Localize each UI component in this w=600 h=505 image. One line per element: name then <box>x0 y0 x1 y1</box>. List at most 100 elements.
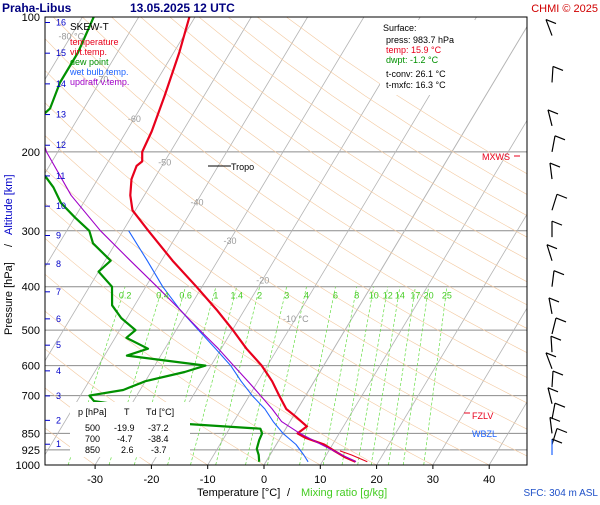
legend-updraft: updraft v.temp. <box>70 77 129 87</box>
mixing-ratio-label: 1.4 <box>231 291 244 301</box>
altitude-tick-label: 4 <box>56 366 61 376</box>
table-cell: -19.9 <box>114 423 135 433</box>
isotherm-label: -60 <box>128 114 141 124</box>
isotherm-label: -40 <box>190 197 203 207</box>
wind-barb-staff <box>548 110 552 126</box>
mixing-ratio-label: 17 <box>410 291 420 301</box>
pressure-tick-label: 500 <box>22 325 40 337</box>
y-axis-title-separator: / <box>3 243 15 247</box>
temperature-tick-label: 30 <box>427 474 439 486</box>
legend-temperature: temperature <box>70 37 119 47</box>
station-title: Praha-Libus <box>2 1 72 15</box>
pressure-tick-label: 700 <box>22 391 40 403</box>
x-axis-title-mixing: Mixing ratio [g/kg] <box>301 487 387 499</box>
isotherm-label: -10 °C <box>283 314 309 324</box>
temperature-tick-label: 40 <box>483 474 495 486</box>
altitude-tick-label: 1 <box>56 439 61 449</box>
table-cell: 850 <box>85 445 100 455</box>
x-axis-title-separator: / <box>287 487 291 499</box>
surface-temp: temp: 15.9 °C <box>386 45 442 55</box>
mixing-ratio-label: 2 <box>257 291 262 301</box>
mixing-ratio-label: 0.4 <box>156 291 169 301</box>
isotherm-line <box>546 17 600 465</box>
mixing-ratio-label: 25 <box>442 291 452 301</box>
temperature-tick-label: -20 <box>143 474 159 486</box>
wind-barb-staff <box>549 298 552 314</box>
altitude-tick-label: 10 <box>56 201 66 211</box>
wind-barb-flag <box>557 429 567 433</box>
surface-tmxfc: t-mxfc: 16.3 °C <box>386 80 446 90</box>
altitude-tick-label: 2 <box>56 415 61 425</box>
table-cell: -3.7 <box>151 445 167 455</box>
mixing-ratio-label: 8 <box>354 291 359 301</box>
mixing-ratio-label: 0.6 <box>179 291 192 301</box>
copyright: CHMI © 2025 <box>531 3 598 15</box>
surface-heading: Surface: <box>383 23 417 33</box>
pressure-tick-label: 300 <box>22 226 40 238</box>
table-cell: -38.4 <box>148 434 169 444</box>
wind-barb-flag <box>550 417 560 421</box>
isotherm-label: -50 <box>158 157 171 167</box>
x-axis-title-temperature: Temperature [°C] <box>197 487 280 499</box>
mixing-ratio-label: 1 <box>213 291 218 301</box>
y-axis-title-altitude: Altitude [km] <box>3 174 15 235</box>
table-cell: 700 <box>85 434 100 444</box>
table-cell: 2.6 <box>121 445 134 455</box>
wind-barb-flag <box>557 194 567 198</box>
wind-barb-flag <box>552 221 562 225</box>
altitude-tick-label: 12 <box>56 140 66 150</box>
wind-barbs <box>546 20 567 455</box>
wind-barb-flag <box>555 136 565 140</box>
altitude-tick-label: 15 <box>56 48 66 58</box>
wind-barb-flag <box>549 298 559 302</box>
mixing-ratio-label: 0.2 <box>119 291 132 301</box>
altitude-tick-label: 7 <box>56 287 61 297</box>
pressure-tick-label: 400 <box>22 282 40 294</box>
level-table: p [hPa] T Td [°C] 500 -19.9 -37.2 700 -4… <box>70 402 190 457</box>
mixing-ratio-label: 14 <box>395 291 405 301</box>
wind-barb-flag <box>548 388 558 392</box>
temperature-tick-label: -10 <box>200 474 216 486</box>
legend-wet-bulb: wet bulb temp. <box>69 67 129 77</box>
table-header-td: Td [°C] <box>146 407 174 417</box>
wind-barb-staff <box>552 318 556 334</box>
wind-barb-staff <box>552 429 557 445</box>
wind-barb-staff <box>552 271 554 287</box>
mixing-ratio-label: 6 <box>333 291 338 301</box>
mxws-label: MXWS <box>482 152 510 162</box>
wind-barb-staff <box>547 245 552 261</box>
sfc-elevation: SFC: 304 m ASL <box>524 488 599 499</box>
altitude-tick-label: 6 <box>56 314 61 324</box>
pressure-tick-label: 200 <box>22 147 40 159</box>
table-cell: -37.2 <box>148 423 169 433</box>
surface-dwpt: dwpt: -1.2 °C <box>386 55 439 65</box>
mixing-ratio-label: 12 <box>383 291 393 301</box>
temperature-tick-label: 0 <box>261 474 267 486</box>
isotherm-label: -20 <box>256 275 269 285</box>
altitude-tick-label: 13 <box>56 110 66 120</box>
altitude-tick-label: 5 <box>56 340 61 350</box>
wind-barb-staff <box>552 371 553 387</box>
wind-barb-flag <box>553 66 563 70</box>
legend-title: SKEW-T <box>70 22 109 33</box>
y-axis-title-pressure: Pressure [hPa] <box>3 262 15 335</box>
wind-barb-staff <box>548 388 552 404</box>
wind-barb-flag <box>553 371 563 375</box>
mixing-ratio-label: 20 <box>424 291 434 301</box>
wind-barb-staff <box>552 136 555 152</box>
wind-barb-staff <box>552 66 553 82</box>
temperature-tick-label: 10 <box>314 474 326 486</box>
pressure-tick-label: 600 <box>22 361 40 373</box>
table-header-p: p [hPa] <box>78 407 107 417</box>
altitude-tick-label: 14 <box>56 79 66 89</box>
mixing-ratio-label: 4 <box>304 291 309 301</box>
surface-tconv: t-conv: 26.1 °C <box>386 69 446 79</box>
datetime-title: 13.05.2025 12 UTC <box>130 1 235 15</box>
table-cell: -4.7 <box>117 434 133 444</box>
isotherm-label: -30 <box>223 236 236 246</box>
wind-barb-staff <box>550 417 552 433</box>
surface-info-box: Surface: press: 983.7 hPa temp: 15.9 °C … <box>380 20 475 95</box>
fzlv-label: FZLV <box>472 411 493 421</box>
pressure-tick-label: 850 <box>22 428 40 440</box>
